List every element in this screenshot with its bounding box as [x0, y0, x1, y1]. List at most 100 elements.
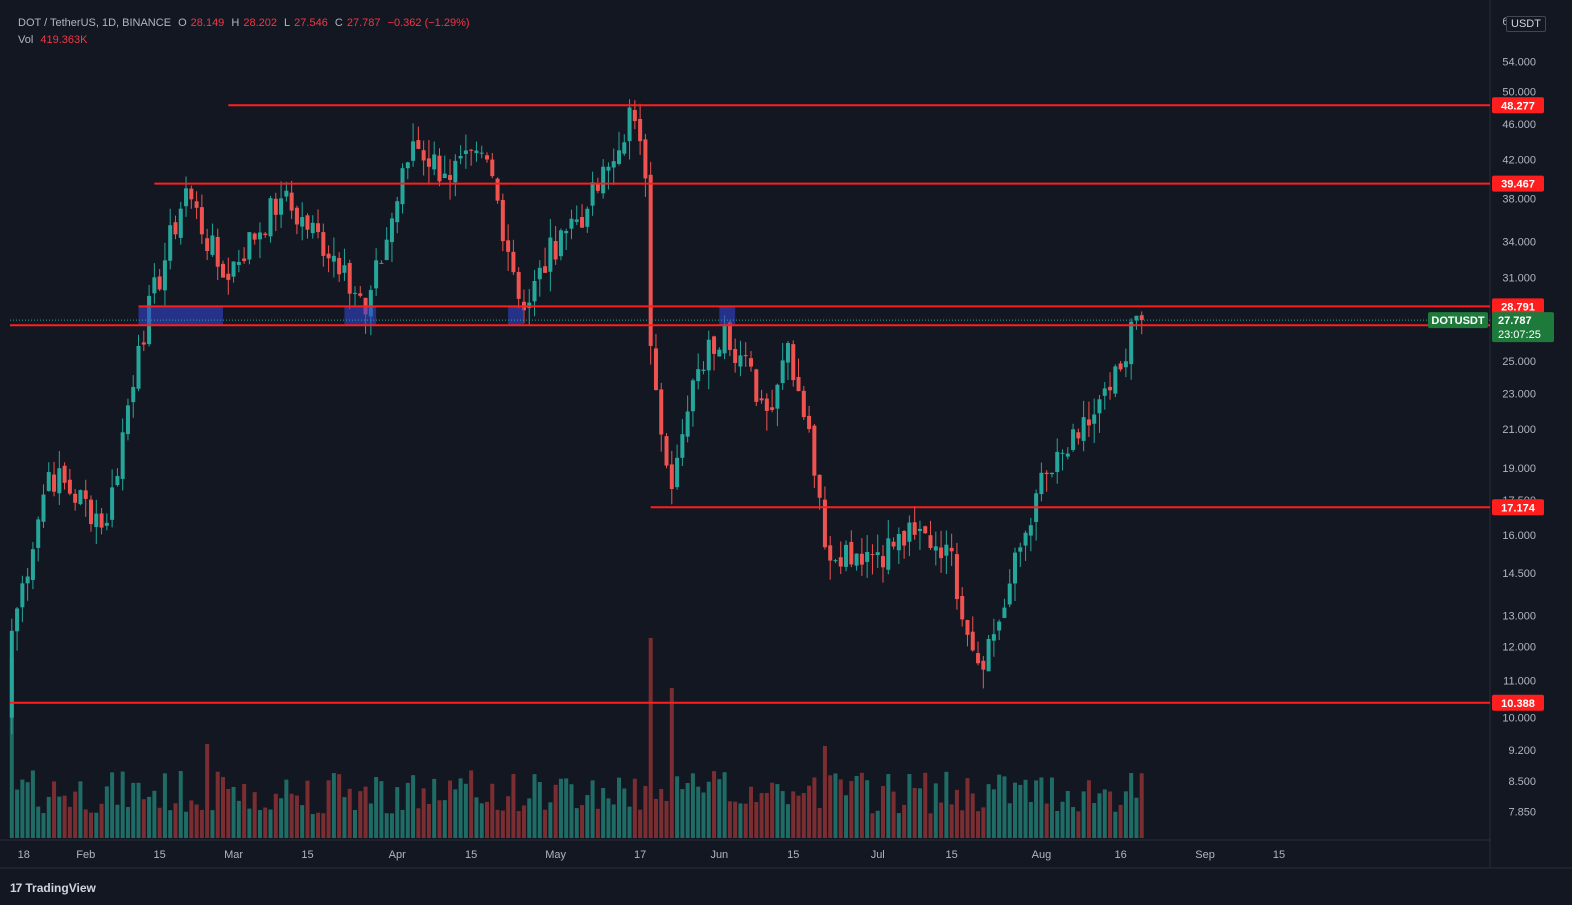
candle-body	[120, 432, 125, 479]
volume-bar	[78, 781, 83, 838]
volume-bar	[178, 770, 183, 838]
volume-bar	[479, 803, 484, 838]
open-label: O	[178, 17, 187, 29]
level-label-bg	[1492, 175, 1544, 192]
candle-body	[643, 139, 648, 179]
volume-bar	[289, 793, 294, 838]
volume-bar	[886, 774, 891, 838]
candle-body	[326, 253, 331, 259]
candle-body	[485, 155, 489, 160]
volume-bar	[474, 797, 479, 838]
y-tick-label: 19.000	[1502, 463, 1536, 475]
volume-bar	[770, 782, 775, 838]
candle-body	[1018, 547, 1023, 552]
candle-body	[976, 653, 981, 664]
sr-zone	[138, 306, 223, 326]
symbol-badge-bg	[1428, 312, 1488, 329]
candle-body	[923, 526, 928, 534]
candle-body	[257, 232, 262, 240]
volume-bar	[41, 813, 46, 838]
volume-bar	[727, 801, 732, 838]
candle-body	[1108, 386, 1113, 391]
tradingview-logo[interactable]: 17 TradingView	[10, 881, 96, 895]
volume-bar	[1076, 811, 1081, 838]
volume-bar	[379, 781, 384, 838]
x-tick-label: 15	[946, 849, 958, 861]
volume-bar	[881, 786, 885, 838]
candle-body	[617, 150, 621, 164]
candle-body	[759, 398, 764, 401]
candle-body	[749, 358, 753, 367]
y-tick-label: 54.000	[1502, 57, 1536, 69]
volume-bar	[1139, 773, 1144, 838]
volume-bar	[73, 791, 78, 838]
symbol-title[interactable]: DOT / TetherUS, 1D, BINANCE	[18, 17, 172, 29]
volume-bar	[490, 783, 495, 838]
volume-bar	[226, 788, 231, 838]
candle-body	[463, 150, 468, 155]
level-label-text: 48.277	[1501, 100, 1535, 112]
x-tick-label: 15	[787, 849, 799, 861]
candle-body	[279, 198, 284, 215]
candle-body	[353, 292, 357, 294]
candle-body	[653, 348, 658, 391]
volume-bar	[215, 771, 220, 838]
candle-body	[131, 386, 136, 403]
high-value: 28.202	[243, 17, 277, 29]
volume-bar	[437, 800, 442, 838]
volume-bar	[1092, 803, 1097, 838]
x-tick-label: Feb	[76, 849, 95, 861]
volume-bar	[717, 779, 722, 838]
volume-bar	[1118, 804, 1123, 838]
candle-body	[743, 355, 748, 357]
volume-bar	[733, 801, 738, 838]
candle-body	[125, 405, 130, 435]
candle-body	[675, 457, 680, 488]
y-tick-label: 14.500	[1502, 568, 1536, 580]
candle-body	[252, 233, 257, 240]
candle-body	[770, 407, 775, 410]
candle-body	[99, 513, 104, 528]
currency-badge[interactable]: USDT	[1506, 16, 1546, 32]
candle-body	[907, 522, 912, 542]
candle-body	[500, 199, 505, 242]
volume-bar	[442, 800, 447, 838]
low-label: L	[284, 17, 291, 29]
level-label-bg	[1492, 499, 1544, 516]
candle-body	[20, 583, 25, 608]
volume-bar	[205, 744, 210, 838]
candle-body	[991, 634, 996, 641]
candle-body	[706, 339, 711, 371]
volume-bar	[828, 775, 833, 838]
volume-bar	[273, 793, 278, 838]
candle-body	[379, 262, 384, 264]
candle-body	[516, 271, 521, 299]
y-tick-label: 50.000	[1502, 87, 1536, 99]
level-label-text: 39.467	[1501, 179, 1535, 191]
volume-bar	[189, 800, 194, 838]
y-tick-label: 7.850	[1508, 807, 1536, 819]
volume-bar	[632, 778, 637, 838]
volume-bar	[675, 776, 680, 838]
level-label: 28.791	[1492, 298, 1544, 315]
candle-body	[532, 280, 537, 302]
volume-bar	[859, 772, 864, 838]
candle-body	[400, 168, 405, 205]
change-value: −0.362 (−1.29%)	[387, 17, 470, 29]
x-tick-label: 17	[634, 849, 646, 861]
volume-bar	[527, 798, 532, 838]
y-tick-label: 21.000	[1502, 424, 1536, 436]
volume-bar	[970, 793, 975, 838]
volume-bar	[263, 807, 268, 838]
volume-bar	[310, 813, 315, 838]
x-tick-label: 15	[301, 849, 313, 861]
candle-body	[886, 538, 891, 570]
low-value: 27.546	[294, 17, 328, 29]
volume-bar	[585, 795, 590, 838]
volume-bar	[749, 786, 753, 838]
volume-bar	[152, 790, 157, 838]
candle-body	[859, 553, 864, 565]
volume-bar	[426, 803, 431, 838]
volume-bar	[791, 791, 796, 838]
